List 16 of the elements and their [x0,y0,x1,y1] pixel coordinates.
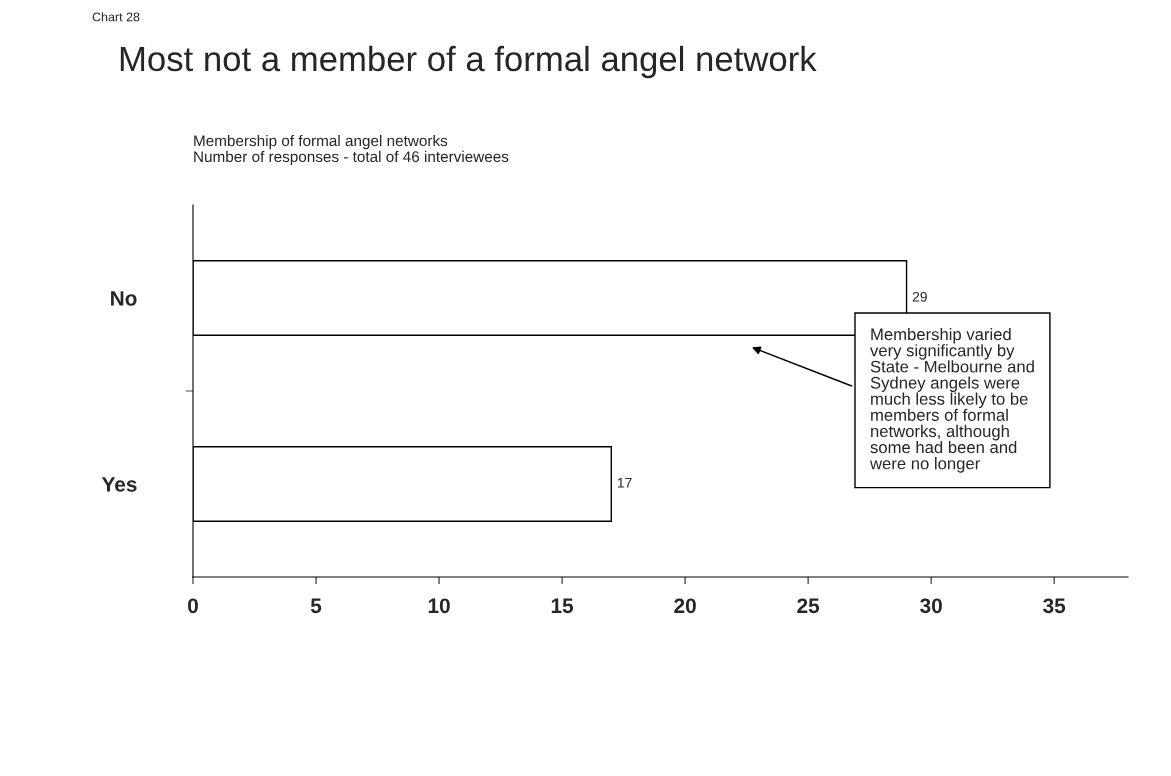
y-tick-label: No [111,291,137,306]
x-tick-label: 25 [797,598,820,614]
x-tick-label: 30 [920,598,942,614]
x-tick-label: 5 [310,598,322,614]
y-tick-label: Yes [101,477,137,492]
chart-title: Most not a member of a formal angel network [120,45,817,79]
chart-subtitle: Membership of formal angel networks Number of responses - total of 46 interviewees [194,134,509,166]
x-tick-label: 0 [188,598,198,614]
x-tick-label: 10 [428,598,450,614]
x-tick-label: 35 [1043,598,1066,614]
caption: Chart 28 [92,12,140,22]
x-tick-label: 15 [551,598,574,614]
data-label: 17 [617,478,632,488]
data-label: 29 [912,291,927,302]
text: Membership varied very significantly by State - Melbourne and Sydney angels were much less likely to be members of formal networks, although some had been and were no longer [869,328,1034,473]
x-tick-label: 20 [674,598,696,614]
